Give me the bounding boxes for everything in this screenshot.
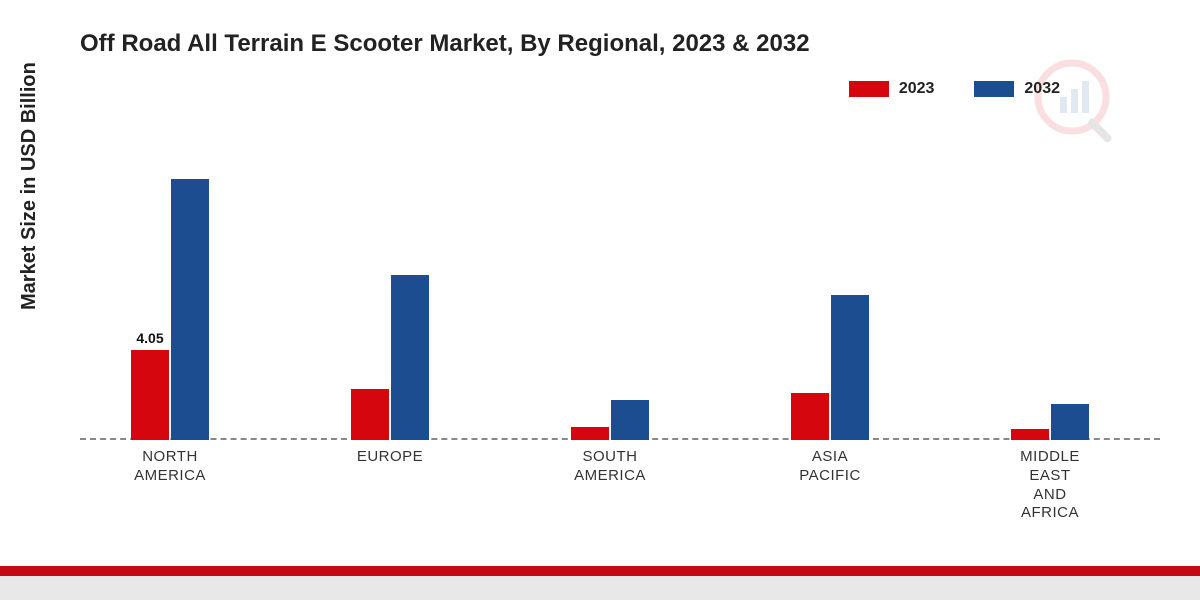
footer-stripe-gray: [0, 576, 1200, 600]
bar: [831, 295, 869, 440]
x-category-label: EUROPE: [315, 448, 465, 467]
bar: [391, 275, 429, 440]
bar: [1011, 429, 1049, 440]
bar: [1051, 404, 1089, 440]
x-category-label: NORTHAMERICA: [95, 448, 245, 486]
chart-title: Off Road All Terrain E Scooter Market, B…: [80, 30, 810, 58]
bar: [611, 400, 649, 440]
bar-group: [975, 150, 1125, 440]
legend: 2023 2032: [849, 80, 1060, 98]
x-category-label: ASIAPACIFIC: [755, 448, 905, 486]
legend-label-2023: 2023: [899, 80, 935, 98]
bar-group: [755, 150, 905, 440]
bar: [131, 350, 169, 440]
x-category-label: SOUTHAMERICA: [535, 448, 685, 486]
footer-stripe-red: [0, 566, 1200, 576]
bar-group: [315, 150, 465, 440]
bar-group: 4.05: [95, 150, 245, 440]
legend-label-2032: 2032: [1024, 80, 1060, 98]
y-axis-label: Market Size in USD Billion: [18, 62, 41, 310]
bar-value-label: 4.05: [136, 330, 163, 346]
legend-item-2023: 2023: [849, 80, 935, 98]
bar-group: [535, 150, 685, 440]
bar: [351, 389, 389, 440]
plot-area: 4.05: [80, 150, 1160, 440]
bar: [571, 427, 609, 440]
bar: [171, 179, 209, 440]
legend-item-2032: 2032: [974, 80, 1060, 98]
x-category-label: MIDDLEEASTANDAFRICA: [975, 448, 1125, 523]
legend-swatch-2032: [974, 81, 1014, 97]
bar: [791, 393, 829, 440]
legend-swatch-2023: [849, 81, 889, 97]
